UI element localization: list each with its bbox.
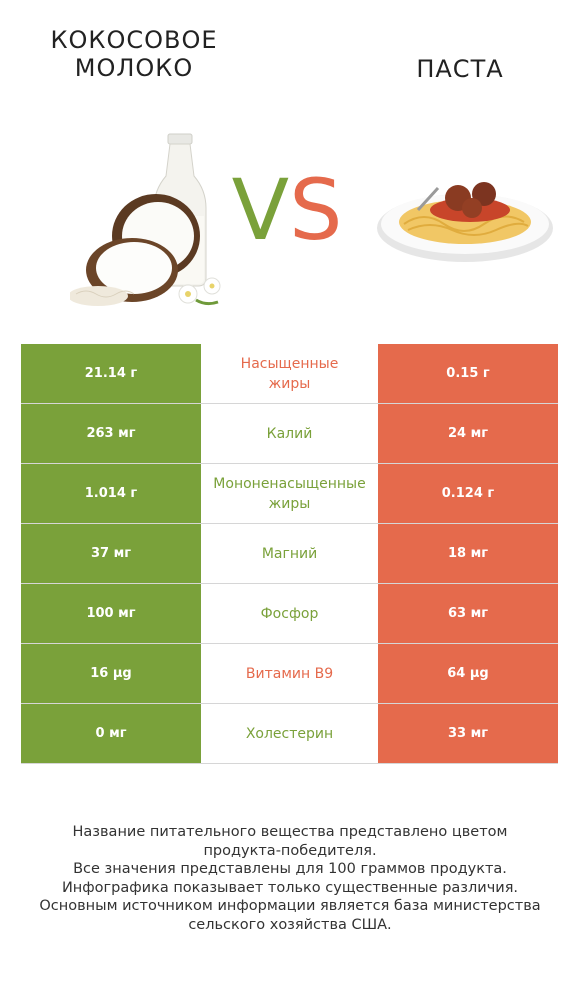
footer-line: продукта-победителя. [203, 842, 377, 859]
left-value: 16 µg [21, 644, 201, 703]
left-value: 1.014 г [21, 464, 201, 523]
footer-notes: Название питательного вещества представл… [20, 823, 560, 934]
row-divider [21, 643, 558, 644]
row-divider [21, 583, 558, 584]
nutrient-label: Фосфор [260, 605, 319, 622]
left-value: 21.14 г [21, 344, 201, 403]
table-row: 37 мг Магний 18 мг [21, 524, 558, 584]
left-title-line1: КОКОСОВОЕ [50, 26, 218, 54]
right-value: 64 µg [378, 644, 558, 703]
row-divider [21, 403, 558, 404]
footer-line: сельского хозяйства США. [188, 916, 392, 933]
pasta-image [377, 182, 553, 262]
table-row: 21.14 г Насыщенные жиры 0.15 г [21, 344, 558, 404]
vs-s: S [289, 161, 343, 259]
nutrient-label: Насыщенные жиры [240, 355, 339, 392]
left-value: 100 мг [21, 584, 201, 643]
nutrient-label: Холестерин [245, 725, 334, 742]
right-value: 33 мг [378, 704, 558, 763]
nutrient-label: Магний [261, 545, 318, 562]
vs-label: VS [222, 160, 352, 260]
left-value: 263 мг [21, 404, 201, 463]
table-row: 0 мг Холестерин 33 мг [21, 704, 558, 764]
footer-line: Название питательного вещества представл… [72, 824, 508, 840]
right-value: 18 мг [378, 524, 558, 583]
left-title-line2: МОЛОКО [74, 54, 194, 82]
table-row: 16 µg Витамин B9 64 µg [21, 644, 558, 704]
vs-v: V [231, 161, 290, 259]
footer-line: Все значения представлены для 100 граммо… [73, 861, 507, 877]
coconut-milk-image [70, 133, 221, 306]
table-row: 263 мг Калий 24 мг [21, 404, 558, 464]
table-row: 1.014 г Мононенасыщенные жиры 0.124 г [21, 464, 558, 524]
right-value: 63 мг [378, 584, 558, 643]
right-product-title: ПАСТА [416, 55, 504, 83]
right-value: 0.15 г [378, 344, 558, 403]
left-value: 37 мг [21, 524, 201, 583]
footer-line: Основным источником информации является … [39, 898, 541, 914]
right-value: 24 мг [378, 404, 558, 463]
nutrient-label: Мононенасыщенные жиры [213, 475, 366, 512]
row-divider [21, 523, 558, 524]
row-divider [21, 463, 558, 464]
left-value: 0 мг [21, 704, 201, 763]
table-row: 100 мг Фосфор 63 мг [21, 584, 558, 644]
footer-line: Инфографика показывает только существенн… [61, 879, 519, 896]
comparison-table: 21.14 г Насыщенные жиры 0.15 г 263 мг Ка… [21, 344, 558, 764]
row-divider [21, 703, 558, 704]
right-value: 0.124 г [378, 464, 558, 523]
nutrient-label: Калий [266, 425, 313, 442]
left-product-title: КОКОСОВОЕ МОЛОКО [44, 26, 224, 82]
nutrient-label: Витамин B9 [245, 665, 334, 682]
row-divider [21, 763, 558, 764]
